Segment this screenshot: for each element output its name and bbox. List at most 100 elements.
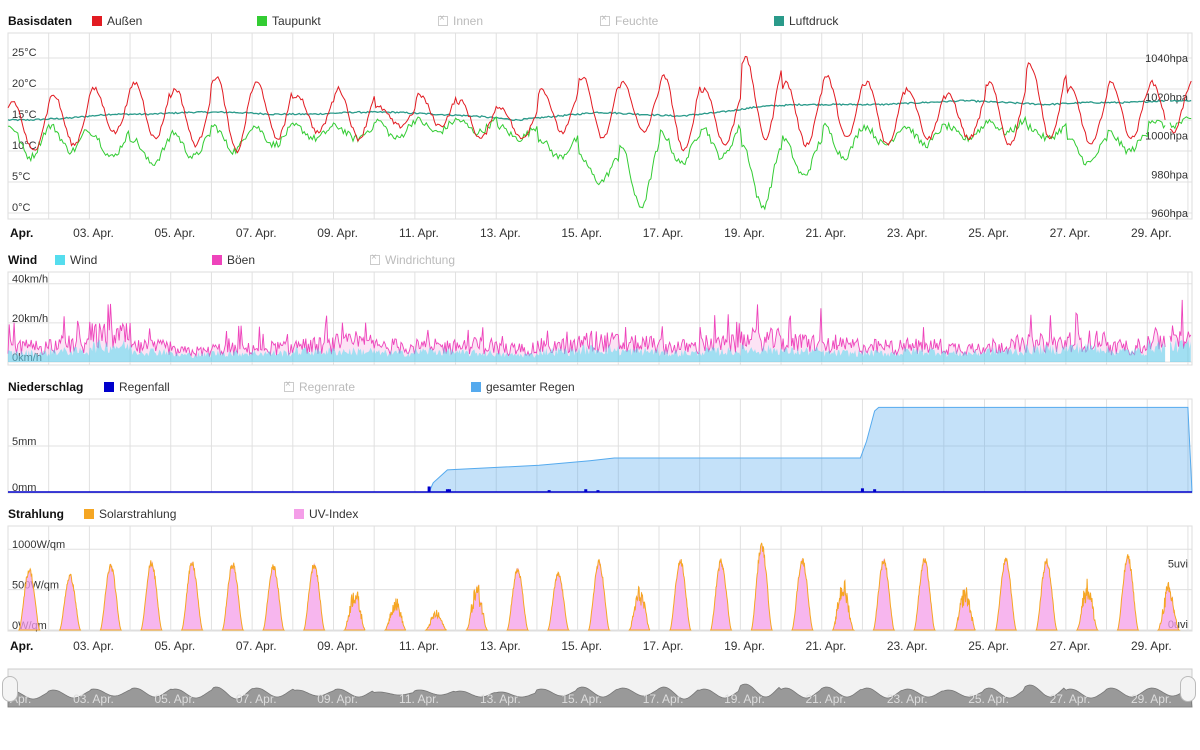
swatch-solarstrahlung	[84, 509, 94, 519]
regenfall-bar	[447, 489, 451, 492]
basis-x-tick-label: 21. Apr.	[805, 226, 846, 240]
series-solarstrahlung-line	[709, 558, 733, 631]
solar-x-tick-label: 29. Apr.	[1131, 639, 1172, 653]
swatch-boeen	[212, 255, 222, 265]
series-solarstrahlung-line	[994, 557, 1018, 631]
navigator-x-tick-label: 17. Apr.	[643, 692, 684, 706]
basis-y-left-tick-label: 15°C	[12, 109, 37, 121]
regenfall-bar	[445, 489, 449, 492]
series-uv-index-area	[995, 557, 1017, 630]
legend-item-aussen[interactable]: Außen	[92, 14, 142, 28]
legend-label-aussen: Außen	[107, 14, 143, 28]
navigator-x-tick-label: 19. Apr.	[724, 692, 765, 706]
solar-x-tick-label: 11. Apr.	[399, 639, 439, 653]
legend-item-luftdruck[interactable]: Luftdruck	[774, 14, 838, 28]
solar-x-tick-label: 05. Apr.	[154, 639, 195, 653]
series-solarstrahlung-line	[953, 587, 976, 631]
solar-x-tick-label: 13. Apr.	[480, 639, 521, 653]
legend-label-taupunkt: Taupunkt	[272, 14, 321, 28]
series-uv-index-area	[1036, 559, 1057, 630]
series-uv-index-area	[792, 557, 813, 630]
rain-y-tick-label: 0mm	[12, 482, 36, 494]
basis-y-right-tick-label: 1000hpa	[1145, 131, 1189, 143]
series-solarstrahlung-line	[1035, 558, 1058, 631]
basis-x-tick-label: 17. Apr.	[643, 226, 684, 240]
legend-item-windrichtung[interactable]: Windrichtung	[370, 252, 455, 267]
series-solarstrahlung-line	[302, 564, 326, 631]
navigator-x-tick-label: 03. Apr.	[73, 692, 114, 706]
series-solarstrahlung-line	[913, 557, 936, 631]
regenfall-bar	[547, 490, 551, 492]
solar-x-tick-label: 19. Apr.	[724, 639, 765, 653]
basis-y-right-tick-label: 980hpa	[1151, 169, 1189, 181]
basis-x-tick-label: 07. Apr.	[236, 226, 277, 240]
legend-item-uv-index[interactable]: UV-Index	[294, 507, 358, 521]
series-uv-index-area	[19, 570, 40, 630]
legend-label-feuchte: Feuchte	[615, 14, 659, 28]
solar-x-tick-label: Apr.	[10, 639, 33, 653]
series-uv-index-area	[629, 586, 650, 630]
basis-x-tick-label: Apr.	[10, 226, 33, 240]
series-uv-index-area	[100, 563, 122, 630]
swatch-luftdruck	[774, 16, 784, 26]
navigator-x-tick-label: 25. Apr.	[968, 692, 1009, 706]
regenfall-bar	[860, 488, 864, 492]
navigator-x-tick-label: 07. Apr.	[236, 692, 277, 706]
regenfall-bar	[873, 489, 877, 492]
swatch-windrichtung	[370, 252, 380, 265]
series-solarstrahlung-line	[140, 560, 163, 631]
legend-item-innen[interactable]: Innen	[438, 13, 483, 28]
navigator-x-tick-label: 11. Apr.	[399, 692, 439, 706]
solar-y-left-tick-label: 500W/qm	[12, 580, 59, 592]
legend-item-feuchte[interactable]: Feuchte	[600, 13, 659, 28]
navigator-right-handle[interactable]	[1180, 676, 1196, 702]
legend-item-regenrate[interactable]: Regenrate	[284, 379, 355, 394]
series-solarstrahlung-line	[262, 564, 286, 631]
legend-label-regenfall: Regenfall	[119, 380, 170, 394]
swatch-regenrate	[284, 379, 294, 392]
wind-y-tick-label: 40km/h	[12, 274, 48, 286]
series-wind-area	[1170, 339, 1191, 362]
regenfall-bar	[584, 489, 588, 492]
basis-y-left-tick-label: 0°C	[12, 202, 31, 214]
series-uv-index-area	[547, 572, 569, 630]
legend-item-wind[interactable]: Wind	[55, 253, 97, 267]
series-uv-index-area	[670, 559, 691, 630]
navigator-x-tick-label: 09. Apr.	[317, 692, 358, 706]
legend-label-boeen: Böen	[227, 253, 256, 267]
legend-title-wind: Wind	[8, 253, 38, 267]
legend-title-niederschlag: Niederschlag	[8, 380, 84, 394]
series-solarstrahlung-line	[383, 598, 407, 631]
legend-item-regenfall[interactable]: Regenfall	[104, 380, 170, 394]
basis-x-tick-label: 27. Apr.	[1050, 226, 1091, 240]
legend-item-taupunkt[interactable]: Taupunkt	[257, 14, 321, 28]
series-uv-index-area	[954, 586, 976, 630]
navigator-left-handle[interactable]	[2, 676, 18, 702]
navigator-x-tick-label: 13. Apr.	[480, 692, 521, 706]
swatch-gesamter-regen	[471, 382, 481, 392]
series-solarstrahlung-line	[180, 561, 204, 631]
series-uv-index-area	[507, 567, 528, 630]
basis-x-tick-label: 13. Apr.	[480, 226, 521, 240]
series-solarstrahlung-line	[58, 573, 82, 631]
legend-label-solarstrahlung: Solarstrahlung	[99, 507, 177, 521]
legend-title-basisdaten: Basisdaten	[8, 14, 73, 28]
swatch-wind	[55, 255, 65, 265]
basis-y-right-tick-label: 1040hpa	[1145, 53, 1189, 65]
swatch-uv-index	[294, 509, 304, 519]
legend-item-solarstrahlung[interactable]: Solarstrahlung	[84, 507, 176, 521]
series-solarstrahlung-line	[18, 567, 41, 631]
series-uv-index-area	[344, 591, 366, 630]
legend-title-strahlung: Strahlung	[8, 507, 64, 521]
regenfall-bar	[596, 490, 600, 492]
legend-item-gesamter-regen[interactable]: gesamter Regen	[471, 380, 575, 394]
series-uv-index-area	[303, 562, 325, 630]
rain-y-tick-label: 5mm	[12, 436, 36, 448]
basis-y-left-tick-label: 20°C	[12, 78, 37, 90]
legend-item-boeen[interactable]: Böen	[212, 253, 255, 267]
series-solarstrahlung-line	[221, 562, 245, 631]
series-solarstrahlung-line	[628, 585, 651, 631]
wind-y-tick-label: 20km/h	[12, 313, 48, 325]
solar-x-tick-label: 23. Apr.	[887, 639, 928, 653]
